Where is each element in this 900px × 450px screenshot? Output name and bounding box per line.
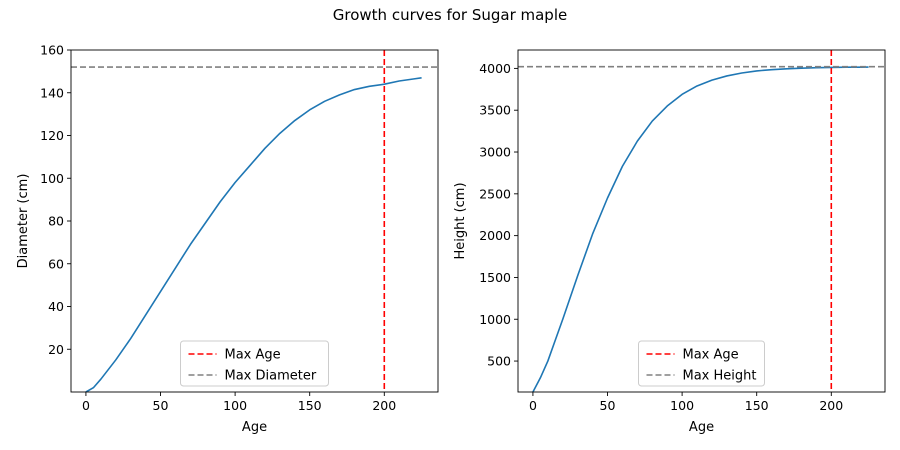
x-tick-label: 150 (298, 398, 322, 413)
legend-box (180, 340, 329, 387)
x-tick-label: 200 (819, 398, 843, 413)
figure-title: Growth curves for Sugar maple (332, 6, 568, 24)
legend-label: Max Age (683, 348, 739, 363)
legend: Max Age Max Diameter (180, 340, 329, 387)
x-tick-label: 50 (600, 398, 616, 413)
legend: Max Age Max Height (638, 340, 765, 387)
y-tick-label: 3500 (479, 103, 511, 118)
x-tick-label: 0 (529, 398, 537, 413)
y-tick-label: 140 (40, 85, 64, 100)
y-tick-label: 20 (48, 342, 64, 357)
chart-panel-2: 0 50 100 150 200 500 1000 1500 2000 2500 3000 3500 4… (453, 49, 886, 435)
y-tick-label: 160 (40, 43, 64, 58)
y-tick-label: 2500 (479, 186, 511, 201)
y-tick-label: 4000 (479, 61, 511, 76)
x-tick-label: 200 (372, 398, 396, 413)
series-line-1 (532, 66, 869, 392)
y-tick-label: 80 (48, 214, 64, 229)
y-axis-label: Diameter (cm) (16, 174, 31, 269)
x-tick-label: 150 (745, 398, 769, 413)
x-tick-label: 0 (82, 398, 90, 413)
axes-frame (517, 49, 886, 393)
y-tick-label: 1500 (479, 270, 511, 285)
y-tick-label: 3000 (479, 145, 511, 160)
y-tick-label: 500 (487, 354, 511, 369)
series-line-1 (85, 76, 422, 392)
x-tick-label: 100 (670, 398, 694, 413)
y-axis-label: Height (cm) (453, 182, 468, 259)
y-tick-label: 2000 (479, 228, 511, 243)
y-tick-label: 1000 (479, 312, 511, 327)
legend-label: Max Age (225, 348, 281, 363)
x-tick-label: 50 (153, 398, 169, 413)
x-axis-label: Age (689, 420, 714, 435)
legend-label: Max Height (683, 369, 757, 384)
y-tick-label: 120 (40, 128, 64, 143)
chart-panel-1: 0 50 100 150 200 20 40 60 80 100 120 140 160 Age Diame… (16, 43, 439, 435)
y-tick-label: 40 (48, 299, 64, 314)
y-tick-label: 60 (48, 256, 64, 271)
x-axis-label: Age (242, 420, 267, 435)
y-tick-label: 100 (40, 171, 64, 186)
legend-label: Max Diameter (225, 369, 317, 384)
x-tick-label: 100 (223, 398, 247, 413)
